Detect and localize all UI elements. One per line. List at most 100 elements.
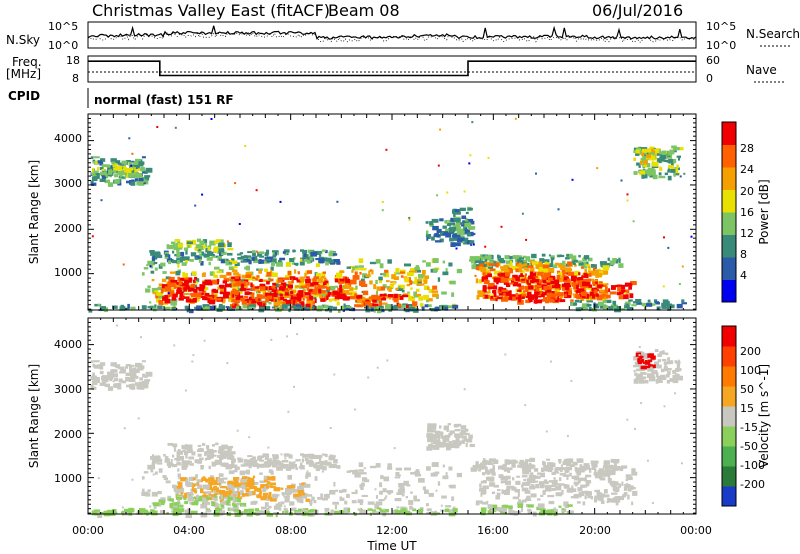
- xtick-0400: 04:00: [173, 524, 205, 537]
- heatmap-cell: [155, 294, 159, 299]
- heatmap-cell: [470, 220, 475, 225]
- heatmap-cell: [91, 386, 97, 390]
- heatmap-cell: [275, 287, 278, 291]
- heatmap-cell: [521, 499, 527, 503]
- heatmap-cell: [536, 299, 543, 304]
- heatmap-cell: [658, 175, 666, 179]
- heatmap-cell: [325, 261, 329, 266]
- heatmap-cell: [340, 278, 345, 282]
- heatmap-cell: [182, 449, 186, 453]
- heatmap-cell: [618, 484, 621, 487]
- heatmap-cell: [404, 481, 407, 484]
- heatmap-cell: [550, 257, 555, 261]
- heatmap-cell: [573, 481, 580, 485]
- heatmap-cell: [451, 444, 458, 449]
- heatmap-cell: [170, 279, 178, 283]
- heatmap-cell: [517, 264, 525, 268]
- heatmap-cell: [284, 457, 287, 460]
- heatmap-cell: [415, 265, 420, 268]
- heatmap-cell: [213, 274, 219, 278]
- heatmap-cell: [361, 510, 367, 514]
- heatmap-cell: [439, 218, 444, 222]
- heatmap-cell: [559, 278, 564, 281]
- heatmap-cell: [248, 436, 251, 439]
- heatmap-cell: [372, 298, 377, 303]
- heatmap-cell: [643, 160, 648, 165]
- heatmap-cell: [229, 495, 235, 498]
- heatmap-cell: [379, 263, 384, 269]
- heatmap-cell: [92, 171, 96, 176]
- heatmap-cell: [118, 380, 125, 383]
- heatmap-cell: [525, 459, 531, 462]
- heatmap-cell: [275, 487, 281, 492]
- heatmap-cell: [260, 286, 266, 291]
- heatmap-cell: [473, 467, 478, 471]
- heatmap-cell: [578, 277, 584, 280]
- heatmap-cell: [202, 239, 208, 244]
- heatmap-cell: [168, 464, 171, 469]
- heatmap-cell: [508, 296, 515, 301]
- heatmap-cell: [253, 278, 257, 281]
- heatmap-cell: [171, 307, 177, 311]
- heatmap-cell: [197, 249, 202, 253]
- heatmap-cell: [213, 294, 217, 298]
- heatmap-cell: [232, 303, 235, 306]
- heatmap-cell: [432, 462, 439, 467]
- heatmap-cell: [541, 268, 549, 273]
- heatmap-cell: [226, 240, 229, 243]
- heatmap-cell: [534, 291, 540, 295]
- heatmap-cell: [523, 266, 527, 269]
- heatmap-cell: [274, 455, 277, 460]
- heatmap-cell: [505, 467, 509, 472]
- heatmap-cell: [512, 496, 520, 500]
- heatmap-cell: [92, 364, 99, 368]
- heatmap-cell: [206, 450, 212, 454]
- heatmap-cell: [157, 305, 163, 310]
- heatmap-cell: [199, 284, 206, 289]
- heatmap-cell: [542, 279, 547, 284]
- heatmap-cell: [354, 472, 362, 475]
- heatmap-cell: [288, 454, 293, 459]
- heatmap-cell: [231, 269, 238, 273]
- heatmap-cell: [408, 296, 414, 301]
- heatmap-cell: [293, 385, 295, 388]
- heatmap-cell: [91, 235, 94, 238]
- heatmap-cell: [562, 260, 566, 265]
- heatmap-cell: [410, 472, 416, 475]
- heatmap-cell: [338, 288, 343, 293]
- heatmap-cell: [313, 454, 320, 459]
- heatmap-cell: [139, 377, 143, 381]
- heatmap-cell: [449, 280, 456, 285]
- heatmap-cell: [592, 282, 596, 287]
- heatmap-cell: [515, 268, 520, 273]
- heatmap-cell: [168, 276, 175, 282]
- heatmap-cell: [269, 482, 276, 485]
- heatmap-cell: [204, 282, 209, 286]
- heatmap-cell: [358, 508, 362, 511]
- heatmap-cell: [415, 469, 420, 472]
- heatmap-cell: [426, 433, 433, 438]
- freq-left-tick-bottom: 8: [72, 72, 79, 85]
- heatmap-cell: [99, 166, 104, 171]
- heatmap-cell: [259, 472, 263, 475]
- heatmap-cell: [607, 476, 611, 481]
- heatmap-cell: [201, 477, 207, 481]
- heatmap-cell: [217, 459, 222, 465]
- heatmap-cell: [205, 509, 212, 513]
- heatmap-cell: [600, 496, 604, 501]
- heatmap-cell: [383, 509, 389, 513]
- heatmap-cell: [418, 296, 423, 301]
- heatmap-cell: [587, 257, 593, 262]
- heatmap-cell: [424, 489, 429, 494]
- heatmap-cell: [209, 271, 214, 276]
- heatmap-cell: [539, 484, 545, 489]
- heatmap-cell: [289, 501, 295, 506]
- heatmap-cell: [233, 509, 240, 512]
- heatmap-cell: [144, 379, 151, 382]
- heatmap-cell: [555, 492, 563, 497]
- heatmap-cell: [90, 360, 94, 363]
- heatmap-cell: [255, 278, 260, 281]
- heatmap-cell: [461, 239, 465, 244]
- heatmap-cell: [583, 261, 587, 266]
- heatmap-cell: [340, 293, 346, 298]
